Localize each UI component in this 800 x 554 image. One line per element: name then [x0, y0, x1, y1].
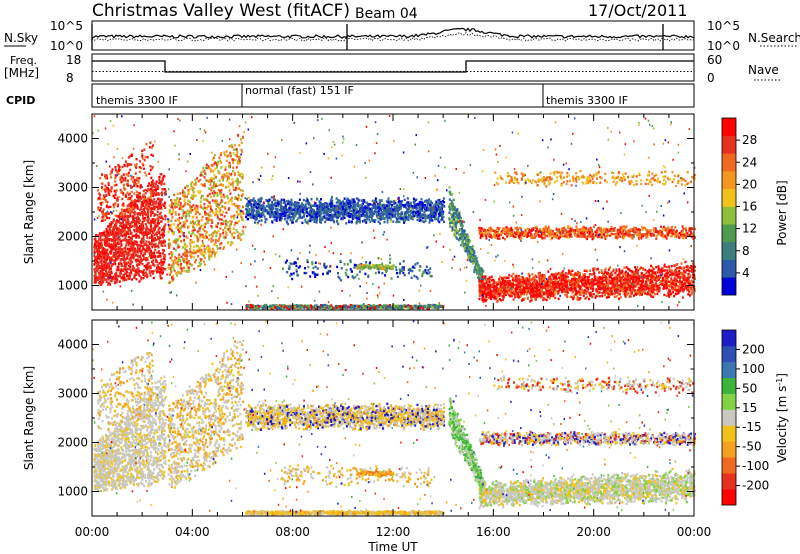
velocity-y-ticks: 1000 2000 3000 4000 [57, 338, 694, 499]
x-tick-label: 12:00 [376, 525, 411, 539]
colorbar-tick-label: -100 [742, 459, 769, 473]
colorbar-swatch [722, 393, 736, 410]
colorbar-swatch [722, 330, 736, 347]
colorbar-tick-label: -50 [742, 440, 762, 454]
power-colorbar: 28 24 20 16 12 8 4 Power [dB] [721, 117, 789, 296]
power-y-ticks: 1000 2000 3000 4000 [57, 132, 694, 293]
x-tick-label: 16:00 [476, 525, 511, 539]
freq-label-line1: Freq. [10, 54, 37, 67]
noise-right-tick-bottom: 10^0 [707, 39, 740, 53]
colorbar-swatch [722, 241, 736, 260]
y-tick-label: 2000 [57, 436, 88, 450]
power-panel: Slant Range [km] 1000 2000 3000 4000 [22, 113, 696, 311]
nave-label: Nave [748, 63, 779, 77]
freq-right-tick-bottom: 0 [707, 71, 715, 85]
y-tick-label: 1000 [57, 485, 88, 499]
x-tick-label: 00:00 [75, 525, 110, 539]
colorbar-swatch [722, 489, 736, 506]
plot-title: Christmas Valley West (fitACF) [92, 1, 350, 21]
colorbar-swatch [722, 377, 736, 394]
colorbar-swatch [722, 118, 736, 136]
x-axis-label: Time UT [367, 540, 418, 554]
freq-label-line2: [MHz] [4, 66, 39, 80]
velocity-panel: Slant Range [km] 1000 2000 3000 4000 [22, 319, 696, 517]
cpid-segment-3: themis 3300 IF [546, 94, 628, 107]
power-colorbar-label: Power [dB] [775, 180, 789, 245]
cpid-panel: CPID themis 3300 IF normal (fast) 151 IF… [6, 83, 695, 108]
colorbar-swatch [722, 457, 736, 474]
y-tick-label: 2000 [57, 230, 88, 244]
colorbar-tick-label: 4 [742, 266, 750, 280]
colorbar-tick-label: 24 [742, 155, 757, 169]
noise-left-label: N.Sky [4, 31, 38, 45]
freq-left-tick-top: 18 [66, 53, 81, 67]
noise-panel: N.Sky 10^5 10^0 10^5 10^0 N.Search [4, 19, 800, 53]
colorbar-swatch [722, 345, 736, 363]
velocity-colorbar-label-end: ] [775, 373, 789, 378]
colorbar-swatch [722, 409, 736, 426]
colorbar-tick-label: -15 [742, 420, 762, 434]
cpid-segment-2: normal (fast) 151 IF [245, 84, 354, 97]
x-axis: 00:00 04:00 08:00 12:00 16:00 20:00 00:00 [75, 114, 712, 539]
velocity-scatter [92, 320, 696, 516]
cpid-label: CPID [6, 94, 35, 107]
colorbar-swatch [722, 277, 736, 296]
x-tick-label: 20:00 [576, 525, 611, 539]
colorbar-tick-label: -200 [742, 479, 769, 493]
y-tick-label: 3000 [57, 387, 88, 401]
noise-right-tick-top: 10^5 [707, 19, 740, 33]
colorbar-swatch [722, 473, 736, 490]
noise-left-tick-top: 10^5 [50, 19, 83, 33]
colorbar-tick-label: 100 [742, 362, 765, 376]
velocity-colorbar-label-sup: -1 [775, 378, 784, 386]
velocity-colorbar: 200 100 50 15 -15 -50 -100 -200 Velocity [m s-1… [721, 329, 789, 506]
beam-label: Beam 04 [355, 6, 418, 22]
velocity-colorbar-label-main: Velocity [m s [775, 386, 789, 463]
noise-right-label: N.Search [748, 31, 800, 45]
colorbar-swatch [722, 361, 736, 379]
power-ylabel: Slant Range [km] [22, 160, 36, 264]
x-tick-label: 00:00 [677, 525, 712, 539]
frequency-trace [92, 60, 694, 73]
colorbar-tick-label: 12 [742, 222, 757, 236]
x-tick-label: 08:00 [275, 525, 310, 539]
colorbar-swatch [722, 171, 736, 190]
colorbar-swatch [722, 441, 736, 458]
noise-left-tick-bottom: 10^0 [50, 39, 83, 53]
freq-panel: Freq. [MHz] 18 8 60 0 Nave [4, 53, 780, 85]
date-label: 17/Oct/2011 [588, 1, 688, 20]
y-tick-label: 4000 [57, 338, 88, 352]
freq-right-tick-top: 60 [707, 53, 722, 67]
colorbar-swatch [722, 153, 736, 172]
y-tick-label: 1000 [57, 279, 88, 293]
colorbar-swatch [722, 206, 736, 225]
colorbar-tick-label: 50 [742, 381, 757, 395]
colorbar-swatch [722, 425, 736, 442]
colorbar-tick-label: 16 [742, 200, 757, 214]
y-tick-label: 3000 [57, 181, 88, 195]
colorbar-tick-label: 20 [742, 177, 757, 191]
power-scatter [92, 115, 696, 310]
colorbar-swatch [722, 259, 736, 278]
colorbar-tick-label: 28 [742, 133, 757, 147]
colorbar-tick-label: 15 [742, 401, 757, 415]
colorbar-tick-label: 200 [742, 342, 765, 356]
x-tick-label: 04:00 [175, 525, 210, 539]
cpid-segment-1: themis 3300 IF [96, 94, 178, 107]
colorbar-swatch [722, 188, 736, 207]
y-tick-label: 4000 [57, 132, 88, 146]
velocity-ylabel: Slant Range [km] [22, 366, 36, 470]
colorbar-tick-label: 8 [742, 244, 750, 258]
noise-traces [91, 24, 695, 50]
colorbar-swatch [722, 135, 736, 154]
colorbar-swatch [722, 224, 736, 243]
freq-left-tick-bottom: 8 [66, 71, 74, 85]
velocity-colorbar-label: Velocity [m s-1] [775, 373, 789, 463]
